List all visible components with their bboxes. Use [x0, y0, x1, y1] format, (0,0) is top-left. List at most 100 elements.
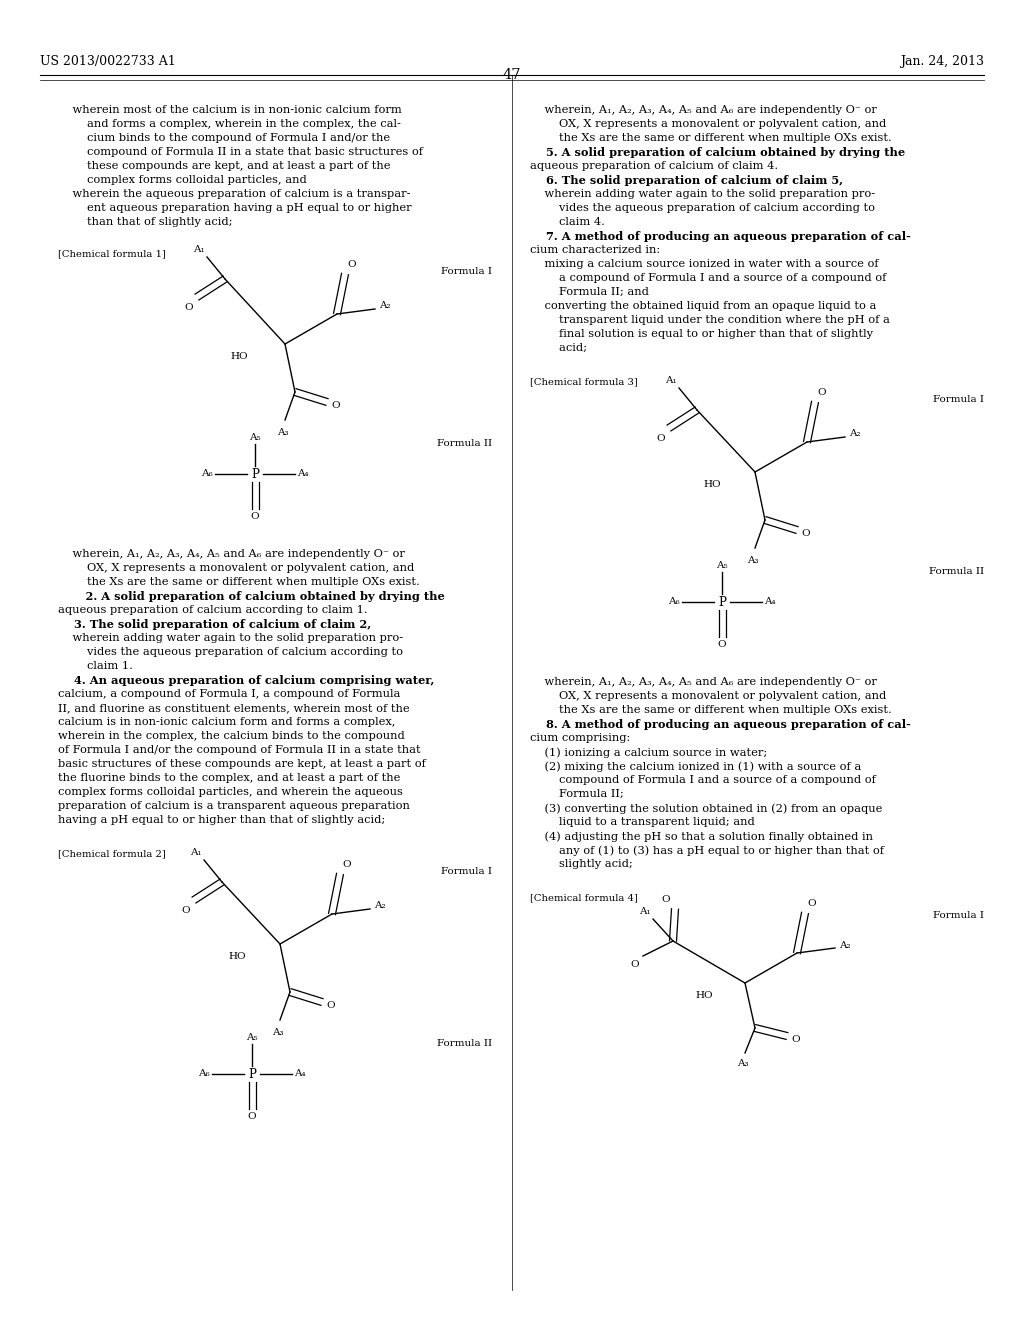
Text: Formula II: Formula II [929, 568, 984, 576]
Text: claim 1.: claim 1. [58, 661, 133, 671]
Text: P: P [248, 1068, 256, 1081]
Text: A₅: A₅ [716, 561, 728, 570]
Text: O: O [326, 1001, 335, 1010]
Text: A₆: A₆ [202, 470, 213, 479]
Text: P: P [718, 595, 726, 609]
Text: 3. The solid preparation of calcium of claim 2,: 3. The solid preparation of calcium of c… [58, 619, 372, 630]
Text: HO: HO [703, 480, 721, 488]
Text: [Chemical formula 1]: [Chemical formula 1] [58, 249, 166, 257]
Text: Jan. 24, 2013: Jan. 24, 2013 [900, 55, 984, 69]
Text: 4. An aqueous preparation of calcium comprising water,: 4. An aqueous preparation of calcium com… [58, 675, 434, 686]
Text: Formula I: Formula I [933, 395, 984, 404]
Text: A₄: A₄ [294, 1069, 305, 1078]
Text: aqueous preparation of calcium according to claim 1.: aqueous preparation of calcium according… [58, 605, 368, 615]
Text: A₅: A₅ [249, 433, 261, 442]
Text: the fluorine binds to the complex, and at least a part of the: the fluorine binds to the complex, and a… [58, 774, 400, 783]
Text: calcium is in non-ionic calcium form and forms a complex,: calcium is in non-ionic calcium form and… [58, 717, 395, 727]
Text: converting the obtained liquid from an opaque liquid to a: converting the obtained liquid from an o… [530, 301, 877, 312]
Text: O: O [662, 895, 670, 904]
Text: O: O [807, 899, 816, 908]
Text: HO: HO [230, 352, 248, 360]
Text: transparent liquid under the condition where the pH of a: transparent liquid under the condition w… [530, 315, 890, 325]
Text: slightly acid;: slightly acid; [530, 859, 633, 869]
Text: O: O [656, 434, 665, 444]
Text: O: O [251, 512, 259, 521]
Text: 2. A solid preparation of calcium obtained by drying the: 2. A solid preparation of calcium obtain… [58, 591, 444, 602]
Text: the Xs are the same or different when multiple OXs exist.: the Xs are the same or different when mu… [530, 705, 892, 715]
Text: and forms a complex, wherein in the complex, the cal-: and forms a complex, wherein in the comp… [58, 119, 400, 129]
Text: wherein, A₁, A₂, A₃, A₄, A₅ and A₆ are independently O⁻ or: wherein, A₁, A₂, A₃, A₄, A₅ and A₆ are i… [58, 549, 404, 558]
Text: wherein in the complex, the calcium binds to the compound: wherein in the complex, the calcium bind… [58, 731, 404, 741]
Text: [Chemical formula 3]: [Chemical formula 3] [530, 378, 638, 385]
Text: mixing a calcium source ionized in water with a source of: mixing a calcium source ionized in water… [530, 259, 879, 269]
Text: O: O [248, 1111, 256, 1121]
Text: wherein adding water again to the solid preparation pro-: wherein adding water again to the solid … [58, 634, 403, 643]
Text: A₆: A₆ [669, 598, 680, 606]
Text: Formula II;: Formula II; [530, 789, 624, 799]
Text: A₂: A₂ [849, 429, 860, 438]
Text: 6. The solid preparation of calcium of claim 5,: 6. The solid preparation of calcium of c… [530, 176, 843, 186]
Text: the Xs are the same or different when multiple OXs exist.: the Xs are the same or different when mu… [530, 133, 892, 143]
Text: 8. A method of producing an aqueous preparation of cal-: 8. A method of producing an aqueous prep… [530, 719, 911, 730]
Text: Formula II: Formula II [437, 440, 492, 447]
Text: Formula I: Formula I [441, 267, 492, 276]
Text: A₅: A₅ [246, 1034, 258, 1041]
Text: A₁: A₁ [666, 376, 677, 385]
Text: II, and fluorine as constituent elements, wherein most of the: II, and fluorine as constituent elements… [58, 704, 410, 713]
Text: cium comprising:: cium comprising: [530, 733, 630, 743]
Text: calcium, a compound of Formula I, a compound of Formula: calcium, a compound of Formula I, a comp… [58, 689, 400, 700]
Text: complex forms colloidal particles, and wherein the aqueous: complex forms colloidal particles, and w… [58, 787, 402, 797]
Text: complex forms colloidal particles, and: complex forms colloidal particles, and [58, 176, 307, 185]
Text: [Chemical formula 2]: [Chemical formula 2] [58, 849, 166, 858]
Text: O: O [801, 528, 810, 537]
Text: O: O [181, 906, 190, 915]
Text: ent aqueous preparation having a pH equal to or higher: ent aqueous preparation having a pH equa… [58, 203, 412, 213]
Text: the Xs are the same or different when multiple OXs exist.: the Xs are the same or different when mu… [58, 577, 420, 587]
Text: A₄: A₄ [764, 598, 775, 606]
Text: US 2013/0022733 A1: US 2013/0022733 A1 [40, 55, 176, 69]
Text: cium characterized in:: cium characterized in: [530, 246, 660, 255]
Text: O: O [631, 960, 639, 969]
Text: A₂: A₂ [374, 902, 386, 911]
Text: A₃: A₃ [278, 428, 289, 437]
Text: O: O [342, 861, 350, 869]
Text: preparation of calcium is a transparent aqueous preparation: preparation of calcium is a transparent … [58, 801, 410, 810]
Text: A₃: A₃ [272, 1028, 284, 1038]
Text: basic structures of these compounds are kept, at least a part of: basic structures of these compounds are … [58, 759, 426, 770]
Text: Formula I: Formula I [933, 911, 984, 920]
Text: these compounds are kept, and at least a part of the: these compounds are kept, and at least a… [58, 161, 390, 172]
Text: HO: HO [228, 952, 246, 961]
Text: wherein adding water again to the solid preparation pro-: wherein adding water again to the solid … [530, 189, 876, 199]
Text: of Formula I and/or the compound of Formula II in a state that: of Formula I and/or the compound of Form… [58, 744, 421, 755]
Text: Formula II; and: Formula II; and [530, 286, 649, 297]
Text: aqueous preparation of calcium of claim 4.: aqueous preparation of calcium of claim … [530, 161, 778, 172]
Text: (4) adjusting the pH so that a solution finally obtained in: (4) adjusting the pH so that a solution … [530, 832, 873, 842]
Text: liquid to a transparent liquid; and: liquid to a transparent liquid; and [530, 817, 755, 828]
Text: O: O [331, 400, 340, 409]
Text: claim 4.: claim 4. [530, 216, 605, 227]
Text: a compound of Formula I and a source of a compound of: a compound of Formula I and a source of … [530, 273, 887, 282]
Text: than that of slightly acid;: than that of slightly acid; [58, 216, 232, 227]
Text: O: O [184, 304, 193, 312]
Text: OX, X represents a monovalent or polyvalent cation, and: OX, X represents a monovalent or polyval… [530, 119, 886, 129]
Text: vides the aqueous preparation of calcium according to: vides the aqueous preparation of calcium… [530, 203, 874, 213]
Text: A₄: A₄ [297, 470, 308, 479]
Text: A₁: A₁ [190, 847, 202, 857]
Text: A₃: A₃ [737, 1059, 749, 1068]
Text: compound of Formula II in a state that basic structures of: compound of Formula II in a state that b… [58, 147, 423, 157]
Text: wherein, A₁, A₂, A₃, A₄, A₅ and A₆ are independently O⁻ or: wherein, A₁, A₂, A₃, A₄, A₅ and A₆ are i… [530, 677, 877, 686]
Text: (1) ionizing a calcium source in water;: (1) ionizing a calcium source in water; [530, 747, 767, 758]
Text: 5. A solid preparation of calcium obtained by drying the: 5. A solid preparation of calcium obtain… [530, 147, 905, 158]
Text: O: O [718, 640, 726, 649]
Text: having a pH equal to or higher than that of slightly acid;: having a pH equal to or higher than that… [58, 814, 385, 825]
Text: OX, X represents a monovalent or polyvalent cation, and: OX, X represents a monovalent or polyval… [530, 690, 886, 701]
Text: OX, X represents a monovalent or polyvalent cation, and: OX, X represents a monovalent or polyval… [58, 564, 415, 573]
Text: A₁: A₁ [194, 246, 205, 253]
Text: P: P [251, 467, 259, 480]
Text: [Chemical formula 4]: [Chemical formula 4] [530, 894, 638, 902]
Text: cium binds to the compound of Formula I and/or the: cium binds to the compound of Formula I … [58, 133, 390, 143]
Text: vides the aqueous preparation of calcium according to: vides the aqueous preparation of calcium… [58, 647, 403, 657]
Text: Formula I: Formula I [441, 867, 492, 876]
Text: acid;: acid; [530, 343, 587, 352]
Text: (2) mixing the calcium ionized in (1) with a source of a: (2) mixing the calcium ionized in (1) wi… [530, 762, 861, 772]
